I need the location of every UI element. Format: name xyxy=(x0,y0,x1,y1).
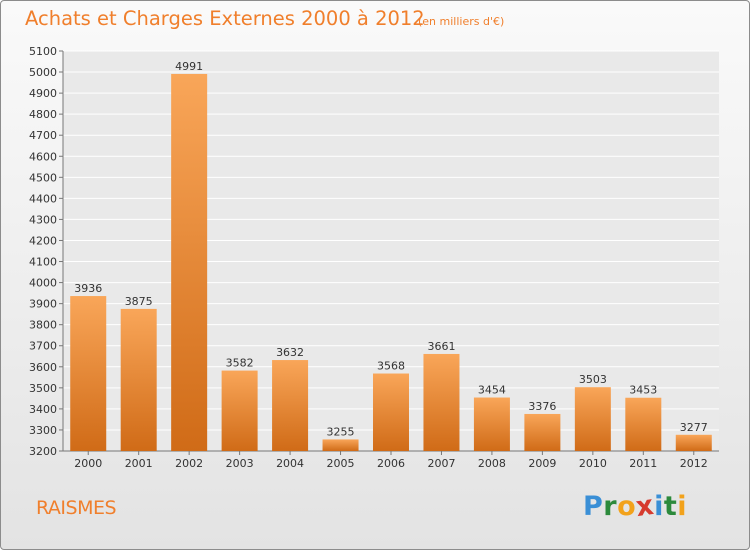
bar xyxy=(171,73,208,452)
y-axis: 3200 3300 3400 3500 3600 3700 3800 3900 4000 4100… xyxy=(29,45,719,458)
data-label: 3255 xyxy=(327,425,355,438)
y-tick-label: 4200 xyxy=(29,234,57,247)
y-tick-label: 3600 xyxy=(29,361,57,374)
y-tick-label: 4500 xyxy=(29,171,57,184)
x-tick-label: 2006 xyxy=(377,457,405,470)
x-tick-label: 2012 xyxy=(680,457,708,470)
bars xyxy=(70,73,712,452)
data-label: 3582 xyxy=(226,357,254,370)
logo-letter: t xyxy=(663,491,678,522)
x-tick-label: 2004 xyxy=(276,457,304,470)
x-tick-label: 2001 xyxy=(125,457,153,470)
y-tick-label: 4400 xyxy=(29,192,57,205)
y-tick-label: 5000 xyxy=(29,66,57,79)
logo-letter: i xyxy=(677,491,688,522)
x-tick-label: 2005 xyxy=(327,457,355,470)
bar xyxy=(423,353,460,451)
logo-letter: P xyxy=(583,491,604,522)
data-label: 3568 xyxy=(377,360,405,373)
y-tick-label: 4900 xyxy=(29,87,57,100)
data-label: 3936 xyxy=(74,282,102,295)
y-tick-label: 3200 xyxy=(29,445,57,458)
town-name: RAISMES xyxy=(36,497,117,519)
bar xyxy=(221,370,258,451)
y-tick-label: 4700 xyxy=(29,129,57,142)
bar xyxy=(473,397,510,451)
y-tick-label: 3700 xyxy=(29,340,57,353)
data-label: 3453 xyxy=(629,384,657,397)
data-label: 3376 xyxy=(528,400,556,413)
data-label: 3661 xyxy=(427,340,455,353)
y-tick-label: 3400 xyxy=(29,403,57,416)
logo-letter: o xyxy=(617,491,637,522)
x-tick-label: 2010 xyxy=(579,457,607,470)
data-labels: 3936 3875 4991 3582 3632 3255 3568 3661 3454 3376… xyxy=(74,60,708,438)
logo-letter: i xyxy=(654,491,664,522)
bar xyxy=(272,360,309,451)
y-tick-label: 4600 xyxy=(29,150,57,163)
x-axis: 2000 2001 2002 2003 2004 2005 2006 2007 2008 2009… xyxy=(74,451,708,470)
data-label: 3503 xyxy=(579,373,607,386)
x-tick-label: 2003 xyxy=(226,457,254,470)
y-tick-label: 3500 xyxy=(29,382,57,395)
bar xyxy=(373,373,409,451)
logo-letter: r xyxy=(603,491,618,522)
logo-letter: x xyxy=(634,489,657,524)
x-tick-label: 2008 xyxy=(478,457,506,470)
y-tick-label: 4800 xyxy=(29,108,57,121)
y-tick-label: 3900 xyxy=(29,298,57,311)
bar xyxy=(675,434,712,451)
bar xyxy=(120,308,157,451)
bar xyxy=(524,413,561,451)
data-label: 3454 xyxy=(478,384,506,397)
data-label: 3875 xyxy=(125,295,153,308)
y-tick-label: 4100 xyxy=(29,256,57,269)
x-tick-label: 2000 xyxy=(74,457,102,470)
data-label: 3277 xyxy=(680,421,708,434)
chart-subtitle: (en milliers d'€) xyxy=(418,15,505,28)
x-tick-label: 2011 xyxy=(629,457,657,470)
x-tick-label: 2009 xyxy=(528,457,556,470)
bar xyxy=(70,296,107,451)
y-tick-label: 5100 xyxy=(29,45,57,58)
x-tick-label: 2002 xyxy=(175,457,203,470)
y-tick-label: 4300 xyxy=(29,213,57,226)
proxiti-logo: Proxiti xyxy=(583,489,688,524)
bar xyxy=(625,397,662,451)
y-tick-label: 3800 xyxy=(29,319,57,332)
bar xyxy=(322,439,359,451)
data-label: 4991 xyxy=(175,60,203,73)
y-tick-label: 3300 xyxy=(29,424,57,437)
bar xyxy=(574,387,611,451)
data-label: 3632 xyxy=(276,346,304,359)
y-tick-label: 4000 xyxy=(29,277,57,290)
x-tick-label: 2007 xyxy=(427,457,455,470)
chart-title: Achats et Charges Externes 2000 à 2012 xyxy=(25,7,425,30)
